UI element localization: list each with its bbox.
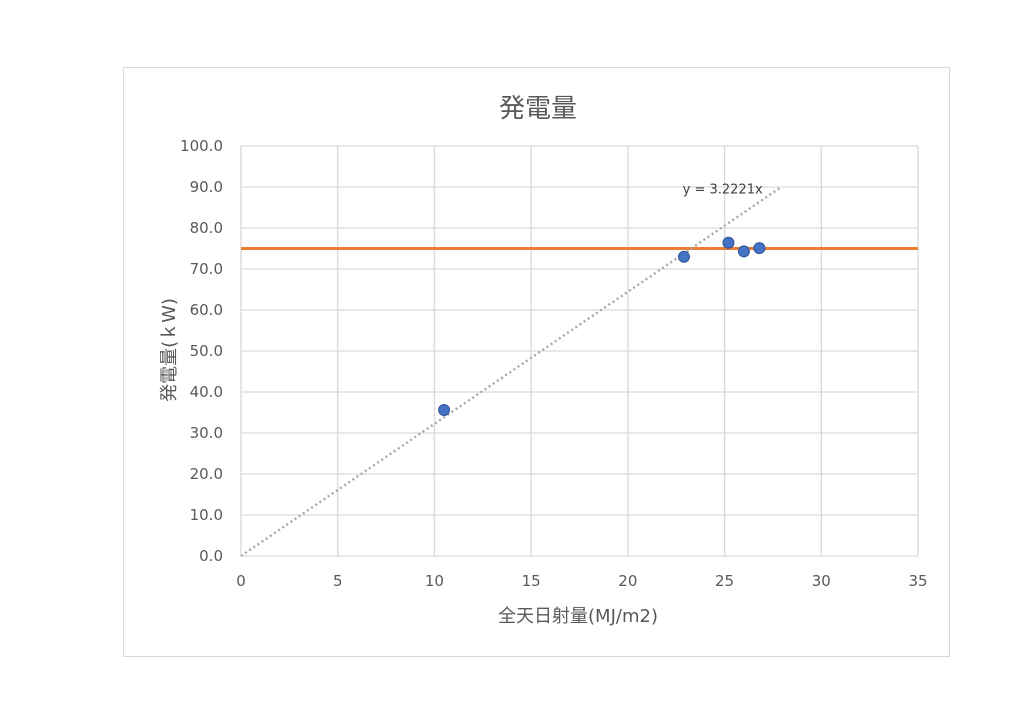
y-tick-label: 90.0 [190, 178, 223, 196]
y-tick-label: 30.0 [190, 424, 223, 442]
y-tick-label: 50.0 [190, 342, 223, 360]
x-tick-label: 20 [618, 572, 637, 590]
x-tick-label: 35 [908, 572, 927, 590]
data-point [438, 404, 451, 417]
y-tick-label: 40.0 [190, 383, 223, 401]
y-tick-label: 0.0 [199, 547, 223, 565]
y-axis-label: 発電量(ｋW) [159, 298, 180, 402]
data-point [753, 242, 766, 255]
x-axis-label: 全天日射量(MJ/m2) [498, 606, 658, 627]
y-tick-label: 20.0 [190, 465, 223, 483]
data-point [722, 236, 735, 249]
data-point [737, 245, 750, 258]
trendline-equation: y = 3.2221x [683, 182, 763, 197]
gridlines [240, 145, 919, 557]
x-tick-label: 25 [715, 572, 734, 590]
y-tick-label: 80.0 [190, 219, 223, 237]
x-tick-label: 5 [333, 572, 343, 590]
y-tick-label: 70.0 [190, 260, 223, 278]
data-points [438, 236, 766, 417]
x-tick-label: 0 [236, 572, 246, 590]
chart-area [123, 67, 950, 657]
x-tick-label: 15 [522, 572, 541, 590]
y-tick-label: 60.0 [190, 301, 223, 319]
chart-title: 発電量 [499, 94, 577, 124]
trendline [240, 186, 782, 557]
tick-labels: 0.0 10.0 20.0 30.0 40.0 50.0 60.0 70.0 80.0 90.0 1… [180, 137, 928, 590]
y-tick-label: 10.0 [190, 506, 223, 524]
trendline-layer: y = 3.2221x [240, 182, 782, 557]
x-tick-label: 30 [812, 572, 831, 590]
x-tick-label: 10 [425, 572, 444, 590]
y-tick-label: 100.0 [180, 137, 223, 155]
data-point [677, 250, 690, 263]
